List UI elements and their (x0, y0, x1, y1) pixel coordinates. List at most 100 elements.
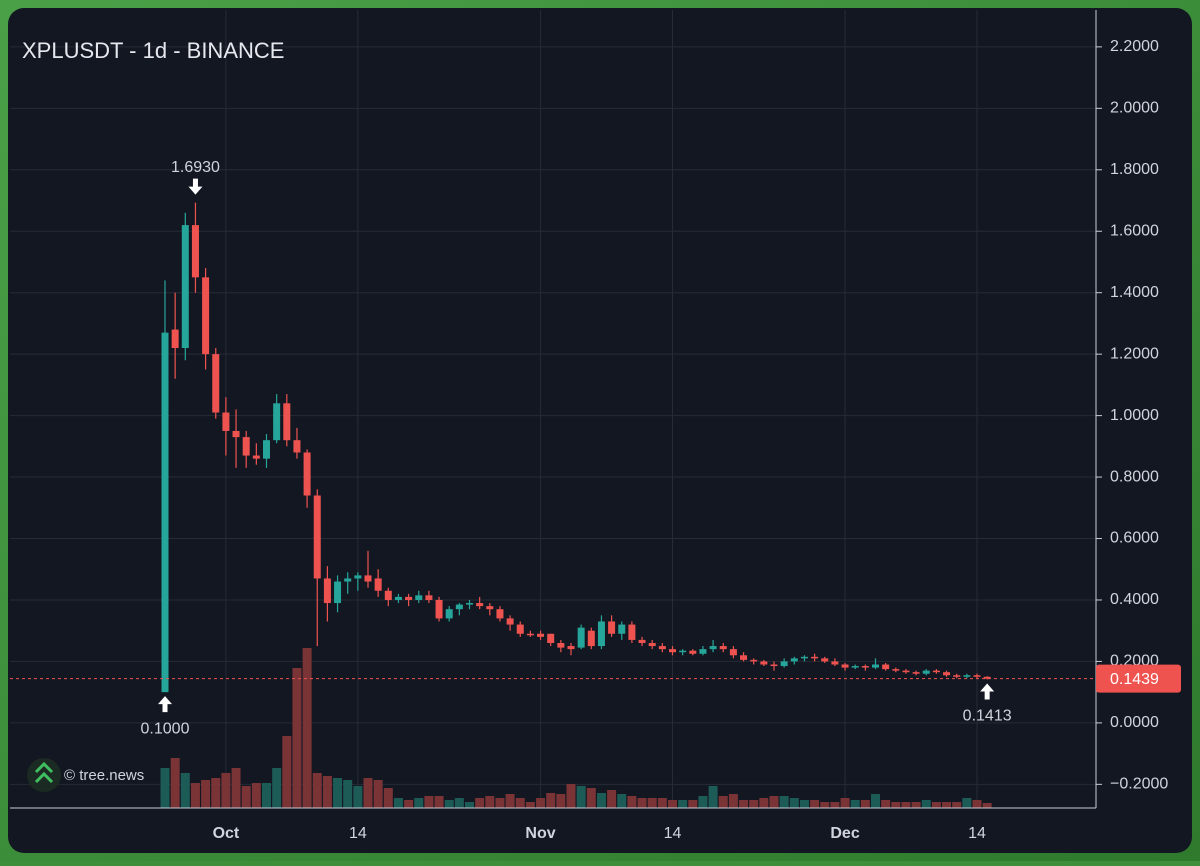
volume-bar (292, 668, 302, 808)
candle-body (811, 656, 819, 659)
volume-bar (180, 773, 190, 808)
volume-bar (708, 786, 718, 808)
candle-body (953, 675, 961, 677)
candle-body (445, 609, 453, 619)
candle-body (394, 596, 402, 600)
volume-bar (901, 802, 911, 808)
volume (160, 648, 992, 808)
volume-bar (759, 798, 769, 808)
candle-body (354, 575, 362, 579)
candle-body (943, 672, 951, 676)
volume-bar (546, 793, 556, 808)
candle-body (374, 578, 382, 591)
volume-bar (221, 773, 231, 808)
y-tick-label: 0.0000 (1110, 714, 1159, 731)
volume-bar (424, 796, 434, 808)
x-tick-label: Nov (525, 825, 555, 842)
x-tick-label: 14 (664, 825, 682, 842)
candle-body (608, 621, 616, 634)
volume-bar (881, 800, 891, 808)
volume-bar (231, 768, 241, 808)
y-tick-label: 0.8000 (1110, 468, 1159, 485)
volume-bar (972, 800, 982, 808)
candle-body (547, 633, 555, 643)
candle-body (750, 659, 758, 662)
candle-body (496, 609, 504, 619)
candle-body (740, 655, 748, 660)
volume-bar (668, 800, 677, 808)
candle-body (669, 649, 676, 653)
candle-body (435, 599, 443, 619)
candle-body (415, 595, 423, 600)
candle-body (476, 603, 484, 607)
y-tick-label: 1.6000 (1110, 222, 1159, 239)
grid (10, 10, 1096, 808)
candle-body (161, 332, 169, 693)
candle-body (719, 646, 727, 650)
x-tick-label: Oct (213, 825, 240, 842)
volume-bar (921, 800, 931, 808)
volume-bar (840, 798, 850, 808)
low-label: 0.1413 (963, 708, 1012, 725)
candle-body (364, 575, 372, 582)
volume-bar (871, 794, 880, 808)
volume-bar (799, 800, 809, 808)
overlay: 1.6930 0.1000 0.1413 (10, 159, 1096, 737)
volume-bar (241, 786, 251, 808)
candle-body (577, 627, 585, 648)
volume-bar (860, 800, 870, 808)
candle-body (841, 664, 849, 668)
logo-mark (34, 761, 54, 784)
panel (8, 8, 1192, 853)
candle-body (597, 621, 605, 647)
volume-bar (688, 800, 698, 808)
x-tick-label: 14 (349, 825, 367, 842)
volume-bar (363, 778, 373, 808)
volume-bar (434, 796, 444, 808)
candle-body (648, 642, 656, 647)
candle-body (384, 590, 392, 600)
volume-bar (393, 798, 403, 808)
arrow (980, 683, 995, 700)
candle-body (425, 595, 433, 600)
volume-bar (160, 768, 170, 808)
candle-body (242, 437, 250, 456)
high-label: 1.6930 (171, 159, 220, 176)
volume-bar (495, 798, 505, 808)
candle-body (689, 650, 697, 654)
candle-body (780, 661, 788, 667)
volume-bar (444, 800, 454, 808)
candle-body (263, 440, 270, 459)
candle-body (821, 658, 829, 662)
volume-bar (302, 648, 312, 808)
last-price-tag (1096, 664, 1181, 693)
volume-bar (698, 796, 708, 808)
candle-body (861, 666, 869, 668)
candle-body (323, 578, 331, 604)
volume-bar (962, 798, 972, 808)
volume-bar (749, 800, 759, 808)
candle-body (679, 650, 687, 653)
candle-body (638, 639, 646, 643)
volume-bar (820, 802, 830, 808)
x-tick-label: Dec (830, 825, 859, 842)
volume-bar (373, 780, 383, 808)
volume-bar (607, 790, 617, 808)
candle-body (171, 329, 179, 349)
candle-body (912, 672, 920, 674)
volume-bar (312, 773, 322, 808)
candle-body (344, 578, 352, 582)
watermark: © tree.news (64, 767, 144, 784)
candle-body (567, 646, 575, 650)
x-tick-label: 14 (968, 825, 986, 842)
candle-body (902, 670, 910, 673)
volume-bar (931, 802, 941, 808)
y-tick-label: 1.4000 (1110, 284, 1159, 301)
candle-body (313, 495, 321, 579)
candle-body (851, 666, 859, 668)
volume-bar (617, 794, 627, 808)
volume-bar (982, 803, 992, 808)
candle-body (222, 412, 230, 431)
volume-bar (566, 784, 576, 808)
